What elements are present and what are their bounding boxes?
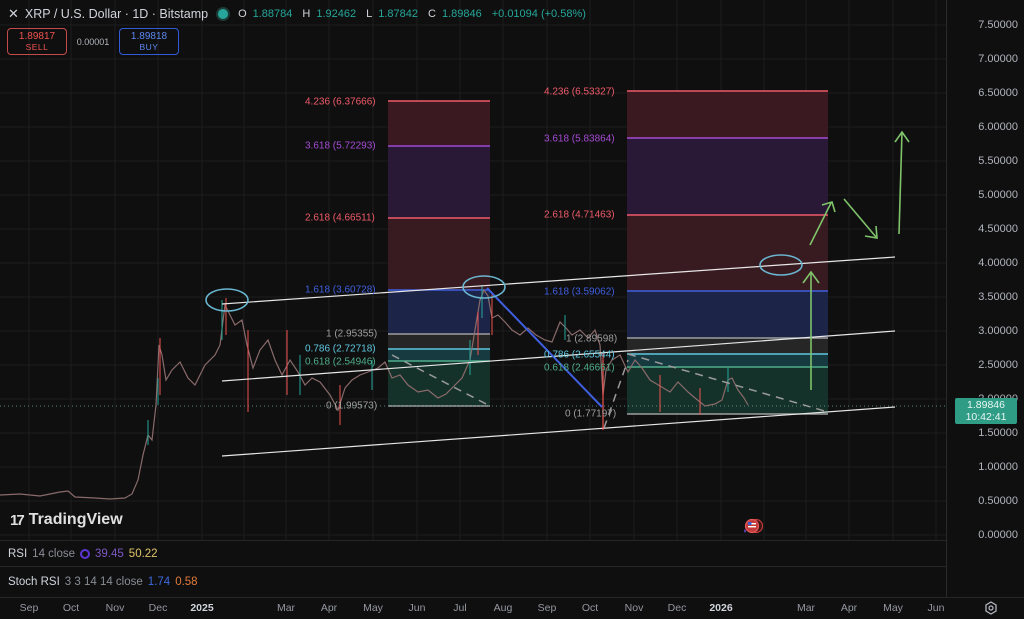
- loading-icon: [80, 548, 91, 559]
- fib2-level-1: 1 (2.89598): [566, 333, 618, 345]
- symbol-legend: ✕ XRP / U.S. Dollar · 1D · Bitstamp O 1.8…: [8, 6, 586, 21]
- price-axis[interactable]: 7.50000 7.00000 6.50000 6.00000 5.50000 …: [946, 0, 1024, 597]
- stoch-rsi-pane[interactable]: Stoch RSI 3 3 14 14 close 1.74 0.58: [0, 566, 946, 597]
- fib1-level-4236: 4.236 (6.37666): [305, 96, 376, 108]
- fib2-level-0786: 0.786 (2.65544): [544, 349, 615, 361]
- fib2-level-4236: 4.236 (6.53327): [544, 86, 615, 98]
- fib1-level-3618: 3.618 (5.72293): [305, 140, 376, 152]
- projection-arrows: [802, 130, 910, 390]
- trade-panel: 1.89817 SELL 0.00001 1.89818 BUY: [7, 28, 179, 55]
- ohlc-low: 1.87842: [378, 8, 418, 20]
- ellipse-markers: [205, 254, 803, 312]
- ohlc-change: +0.01094 (+0.58%): [491, 8, 586, 20]
- buy-button[interactable]: 1.89818 BUY: [119, 28, 179, 55]
- fib1-level-2618: 2.618 (4.66511): [305, 212, 375, 224]
- time-axis[interactable]: Sep Oct Nov Dec 2025 Mar Apr May Jun Jul…: [0, 597, 1024, 619]
- spread-value: 0.00001: [76, 36, 110, 47]
- fib1-level-0: 0 (1.99573): [326, 400, 378, 412]
- dashed-trendlines: [391, 353, 829, 429]
- fib1-level-0786: 0.786 (2.72718): [305, 343, 376, 355]
- rsi-ma-value: 50.22: [128, 547, 158, 560]
- close-icon[interactable]: ✕: [8, 6, 19, 21]
- blue-diagonal-line: [486, 287, 603, 408]
- market-status-icon: [218, 9, 229, 19]
- symbol-title[interactable]: XRP / U.S. Dollar · 1D · Bitstamp: [24, 7, 209, 21]
- fib2-level-3618: 3.618 (5.83864): [544, 133, 615, 145]
- rsi-pane[interactable]: RSI 14 close 39.45 50.22: [0, 540, 946, 566]
- price-chart[interactable]: 4.236 (6.37666) 3.618 (5.72293) 2.618 (4…: [0, 0, 946, 540]
- ascending-channel[interactable]: [221, 256, 896, 457]
- bar-countdown: 10:42:41: [965, 411, 1007, 423]
- last-price-badge: 1.89846 10:42:41: [955, 398, 1017, 424]
- fib2-level-1618: 1.618 (3.59062): [544, 286, 615, 298]
- ohlc-high: 1.92462: [316, 8, 357, 20]
- sell-button[interactable]: 1.89817 SELL: [7, 28, 67, 55]
- tradingview-logo-icon: 17: [10, 511, 25, 529]
- fib1-level-1618: 1.618 (3.60728): [305, 284, 376, 296]
- ohlc-open: 1.88784: [252, 8, 293, 20]
- fib-extension-2[interactable]: [627, 90, 828, 415]
- rsi-value: 39.45: [95, 547, 124, 560]
- fib1-level-0618: 0.618 (2.54946): [305, 356, 376, 368]
- stoch-k-value: 1.74: [147, 576, 171, 588]
- us-flag-event-icon[interactable]: [743, 518, 763, 534]
- fib2-level-0618: 0.618 (2.46661): [544, 362, 615, 374]
- fib2-level-2618: 2.618 (4.71463): [544, 209, 615, 221]
- fib-extension-1[interactable]: [388, 100, 490, 407]
- fib2-level-0: 0 (1.77197): [565, 408, 617, 420]
- stoch-d-value: 0.58: [175, 576, 198, 588]
- fib1-level-1: 1 (2.95355): [326, 328, 378, 340]
- ohlc-close: 1.89846: [441, 8, 482, 20]
- settings-icon[interactable]: [984, 601, 998, 615]
- tradingview-logo[interactable]: 17 TradingView: [10, 511, 123, 529]
- chart-canvas[interactable]: [0, 0, 946, 540]
